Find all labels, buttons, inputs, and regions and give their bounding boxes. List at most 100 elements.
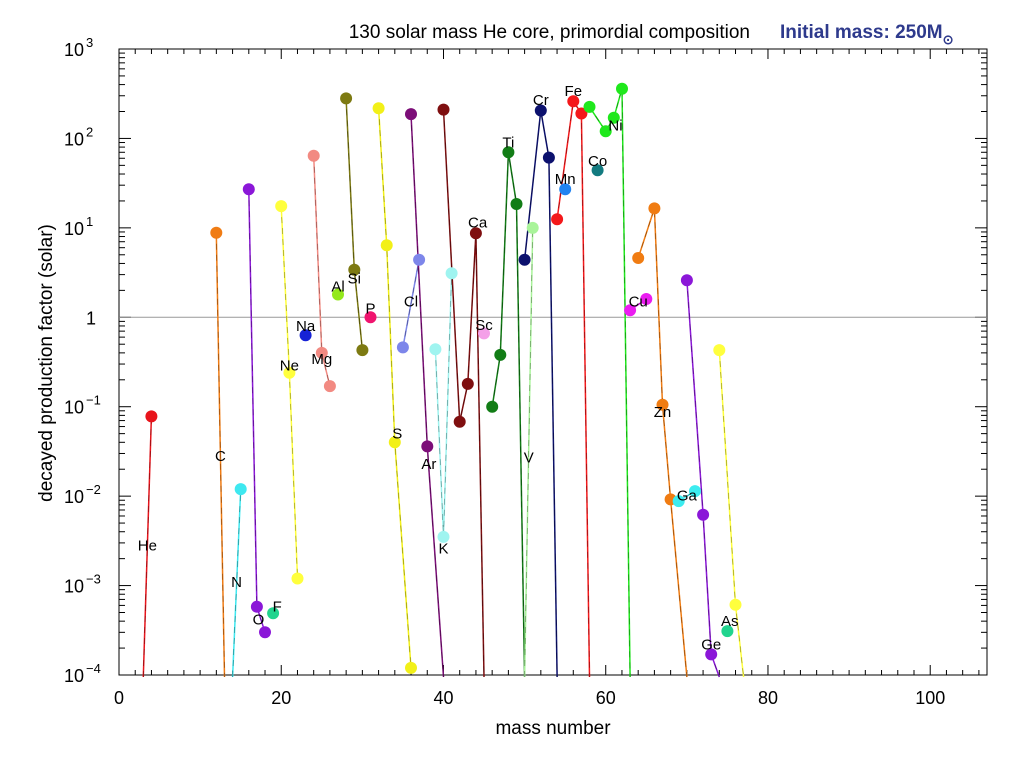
element-label-sc: Sc (475, 317, 493, 334)
element-label-cu: Cu (629, 294, 648, 311)
x-tick-label: 80 (758, 688, 778, 708)
data-point-se (713, 344, 726, 357)
element-label-f: F (273, 599, 282, 616)
x-tick-label: 60 (596, 688, 616, 708)
element-label-fe: Fe (565, 83, 583, 100)
series-line-dash-si (345, 98, 363, 351)
series-line-zn (637, 208, 688, 678)
data-point-cr (542, 151, 555, 164)
initial-mass-text: Initial mass: 250M (780, 22, 943, 43)
data-point-ni (607, 111, 620, 124)
data-point-ne (283, 366, 296, 379)
series-line-si (345, 98, 364, 351)
series-line-dash-c (216, 232, 225, 678)
series-line-n (231, 489, 242, 678)
element-label-ne: Ne (280, 357, 299, 374)
series-line-dash-ni (589, 88, 631, 678)
data-point-mg (315, 346, 328, 359)
data-point-ti (502, 146, 515, 159)
data-point-ga (689, 485, 701, 498)
element-label-ca: Ca (468, 214, 488, 231)
data-point-ni (583, 100, 596, 113)
data-point-ge (697, 508, 710, 521)
element-label-na: Na (296, 318, 316, 335)
y-tick-label: 10 3 (64, 35, 93, 60)
data-point-ti (494, 348, 507, 361)
series-line-o (248, 189, 266, 633)
data-point-sc (478, 327, 490, 340)
data-point-ti (510, 198, 523, 210)
series-line-ni (588, 88, 631, 678)
element-label-s: S (392, 426, 402, 443)
data-point-ge (705, 648, 718, 661)
series-line-dash-cl (402, 259, 420, 348)
data-point-ca (437, 103, 450, 116)
data-point-ar (405, 108, 417, 121)
series-line-dash-v (524, 227, 533, 678)
element-label-si: Si (348, 271, 361, 288)
data-point-cu (624, 304, 637, 317)
data-point-ga (672, 495, 685, 508)
series-line-dash-s (378, 108, 412, 668)
data-point-ca (469, 227, 482, 240)
series-points (145, 82, 742, 674)
element-label-p: P (365, 301, 375, 318)
element-label-mn: Mn (555, 171, 576, 188)
data-point-c (210, 226, 223, 239)
data-point-zn (656, 398, 669, 411)
tick-labels: 0 20 40 60 80 100 10 −4 10 −3 10 −2 10 −1 1 10 1 10 2 10 3 (64, 35, 945, 708)
data-point-ni (616, 82, 628, 95)
data-point-s (388, 436, 401, 449)
data-point-zn (648, 202, 661, 215)
data-point-si (348, 263, 361, 276)
data-point-ne (291, 572, 304, 585)
plot-frame (118, 48, 988, 676)
data-point-s (380, 239, 393, 252)
y-tick-label: 1 (86, 308, 96, 328)
element-label-c: C (215, 448, 226, 465)
y-axis-label: decayed production factor (solar) (36, 224, 57, 502)
data-point-f (267, 607, 280, 620)
initial-mass-annotation: Initial mass: 250M⊙ (780, 22, 954, 47)
series-line-dash-zn (637, 208, 688, 678)
element-label-ga: Ga (677, 487, 698, 504)
y-tick-label: 10 −1 (64, 393, 101, 418)
data-point-as (721, 625, 734, 638)
data-point-co (591, 164, 604, 177)
data-point-si (356, 344, 369, 357)
data-point-na (299, 329, 312, 342)
data-point-cr (534, 104, 547, 117)
element-labels: He C N OF Ne Na Mg Al SiP S Cl Ar K Ca Sc Ti V Cr Mn Fe Co Ni… (138, 83, 739, 654)
series-line-dash-n (232, 489, 241, 678)
element-label-ni: Ni (608, 117, 622, 134)
series-line-fe (556, 99, 591, 678)
data-point-cl (396, 341, 409, 354)
element-label-ti: Ti (502, 135, 514, 152)
data-point-cl (413, 253, 426, 266)
data-point-ge (680, 274, 693, 287)
series-line-s (377, 108, 412, 668)
element-label-k: K (438, 541, 448, 558)
data-point-ca (461, 377, 474, 390)
y-tick-label: 10 2 (64, 124, 93, 149)
data-point-mn (559, 183, 572, 196)
element-label-ar: Ar (421, 456, 436, 473)
series-line-dash-ge (686, 280, 720, 678)
series-line-c (215, 232, 226, 678)
element-label-as: As (721, 613, 739, 630)
data-point-ar (421, 440, 434, 453)
data-point-al (332, 288, 344, 301)
series-line-ge (686, 280, 721, 678)
x-axis-label: mass number (495, 718, 611, 739)
data-point-si (340, 92, 353, 105)
data-point-k (437, 530, 450, 543)
y-tick-label: 10 −4 (64, 661, 101, 686)
data-point-ne (275, 200, 288, 213)
x-tick-label: 20 (271, 688, 291, 708)
data-point-p (364, 311, 377, 324)
series-line-cr (523, 110, 558, 678)
series-line-ca (442, 109, 485, 678)
data-point-fe (551, 213, 564, 226)
chart-title: 130 solar mass He core, primordial compo… (349, 22, 750, 43)
data-point-fe (575, 107, 588, 120)
